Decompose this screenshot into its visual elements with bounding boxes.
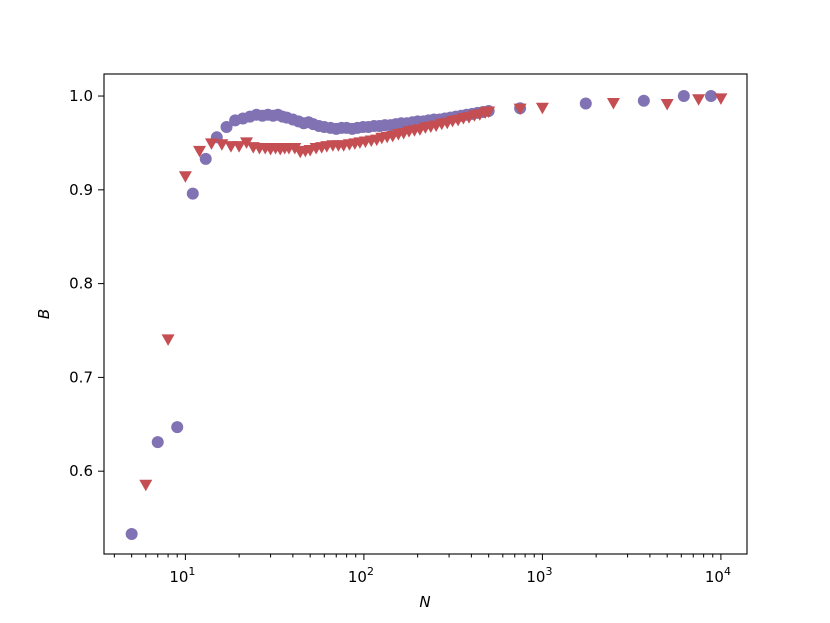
data-point [178, 171, 192, 183]
data-point [139, 479, 153, 492]
y-tick-label: 0.8 [69, 275, 93, 293]
data-marks [125, 90, 728, 541]
data-point [660, 98, 674, 111]
y-tick-label: 0.7 [69, 368, 93, 386]
data-point [240, 137, 254, 149]
data-point [637, 94, 650, 107]
data-point [579, 97, 592, 110]
data-point [288, 143, 302, 155]
data-point [535, 102, 549, 115]
data-point [714, 93, 728, 105]
y-axis: 0.6 0.7 0.8 0.9 1.0 [69, 87, 104, 480]
y-tick-label: 0.6 [69, 462, 93, 480]
series-2 [139, 93, 728, 492]
x-axis: 101 102 103 104 [113, 554, 731, 586]
data-point [204, 138, 218, 150]
x-tick-label: 101 [169, 565, 195, 586]
data-point [692, 94, 706, 106]
y-axis-label: B [35, 309, 53, 319]
x-axis-label: N [419, 593, 430, 611]
series-1 [125, 90, 717, 541]
data-point [220, 120, 233, 133]
data-point [232, 141, 246, 153]
data-point [151, 436, 164, 449]
data-point [199, 152, 212, 165]
data-point [186, 187, 199, 200]
y-tick-label: 1.0 [69, 87, 93, 105]
data-point [705, 90, 717, 103]
data-point [482, 106, 496, 118]
y-tick-label: 0.9 [69, 181, 93, 199]
plot-frame [103, 73, 748, 555]
x-tick-label: 103 [526, 565, 552, 586]
data-point [125, 528, 138, 541]
data-point [513, 103, 527, 116]
data-point [224, 141, 238, 153]
x-tick-label: 104 [705, 565, 731, 586]
data-point [606, 98, 620, 110]
data-point [193, 145, 207, 158]
data-point [677, 90, 690, 103]
plot-area [104, 74, 747, 554]
data-point [171, 421, 184, 434]
data-point [161, 334, 175, 346]
x-tick-label: 102 [348, 565, 374, 586]
